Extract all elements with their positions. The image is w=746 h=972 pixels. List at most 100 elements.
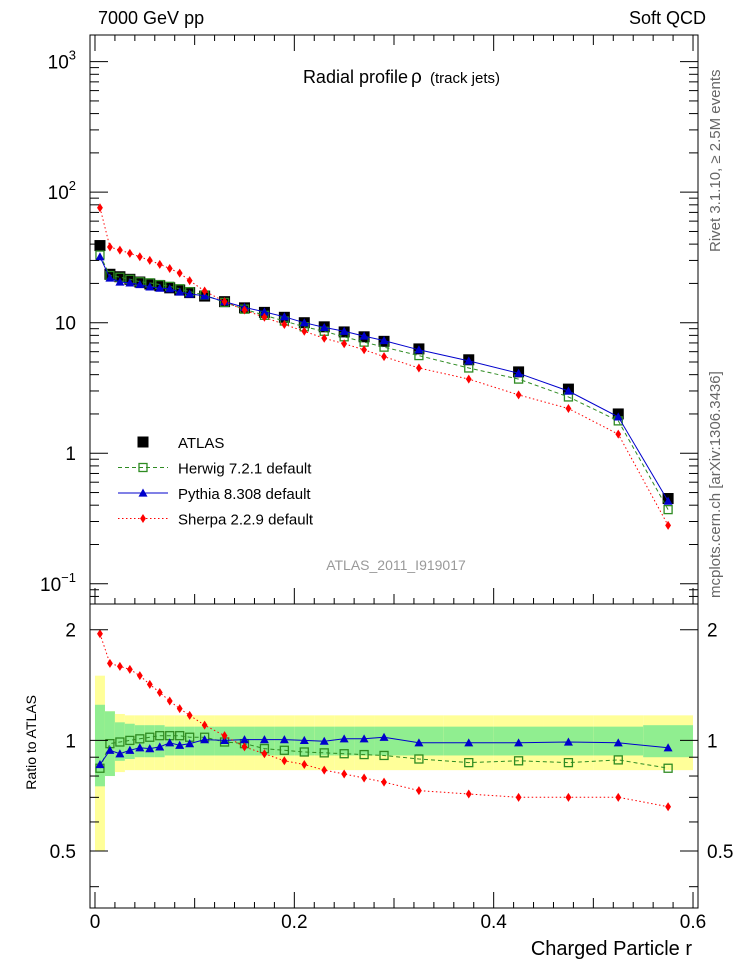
pythia-point xyxy=(359,331,369,340)
sherpa-ratio-point xyxy=(126,664,133,674)
herwig-ratio-point xyxy=(563,757,574,768)
sherpa-point xyxy=(415,363,422,373)
sherpa-ratio-point xyxy=(176,704,183,714)
main-y-tick-label: 1 xyxy=(65,444,76,465)
sherpa-point xyxy=(146,255,153,265)
sherpa-point xyxy=(107,242,113,252)
pythia-point xyxy=(563,386,573,395)
herwig-ratio-point xyxy=(175,731,185,741)
atlas-point xyxy=(114,271,126,283)
sherpa-ratio-point xyxy=(381,777,387,787)
legend-entry-atlas: ATLAS xyxy=(178,435,224,452)
sherpa-ratio-point xyxy=(615,792,622,802)
pythia-point xyxy=(115,277,125,286)
pythia-point xyxy=(514,368,524,377)
legend-entry-herwig: Herwig 7.2.1 default xyxy=(178,461,312,478)
pythia-point xyxy=(663,496,673,505)
herwig-ratio-point xyxy=(115,737,125,747)
legend-marker-atlas xyxy=(137,436,149,448)
sherpa-point xyxy=(515,390,522,400)
sherpa-ratio-point xyxy=(186,710,193,720)
sherpa-ratio-point xyxy=(146,679,153,689)
x-tick-label: 0.2 xyxy=(281,912,307,933)
pythia-ratio-point xyxy=(379,732,389,741)
pythia-ratio-point xyxy=(663,743,673,752)
pythia-point xyxy=(145,282,155,291)
ratio-y-tick-label-right: 2 xyxy=(707,621,718,642)
herwig-ratio-point xyxy=(319,748,329,758)
pythia-ratio-point xyxy=(239,735,249,744)
herwig-ratio-point xyxy=(663,763,673,773)
sherpa-point xyxy=(665,520,672,530)
sherpa-ratio-point xyxy=(565,792,572,802)
pythia-point xyxy=(155,283,165,292)
sherpa-ratio-point xyxy=(515,792,522,802)
sherpa-point xyxy=(156,259,163,269)
sherpa-ratio-point xyxy=(201,720,208,730)
pythia-ratio-point xyxy=(95,759,105,769)
sherpa-point xyxy=(615,429,622,439)
legend-marker-sherpa xyxy=(140,514,146,523)
pythia-ratio-point xyxy=(339,734,349,743)
ratio-y-tick-label: 2 xyxy=(65,621,76,642)
legend-entry-pythia: Pythia 8.308 default xyxy=(178,486,311,503)
sherpa-point xyxy=(565,404,572,414)
sherpa-line xyxy=(99,207,669,526)
main-y-tick-label: 10 xyxy=(55,314,76,335)
pythia-ratio-point xyxy=(359,734,369,743)
pythia-point xyxy=(613,412,623,421)
chart-title: Radial profile xyxy=(303,67,408,87)
sherpa-ratio-point xyxy=(261,749,268,759)
main-y-tick-label: 102 xyxy=(48,178,76,204)
sherpa-point xyxy=(176,268,183,278)
sherpa-ratio-point xyxy=(341,769,348,779)
ratio-y-axis-label: Ratio to ATLAS xyxy=(23,695,39,790)
ratio-band-inner xyxy=(643,725,694,758)
pythia-point xyxy=(414,345,424,354)
atlas-point xyxy=(94,240,106,252)
sherpa-ratio-point xyxy=(221,731,228,741)
x-tick-label: 0.6 xyxy=(680,912,706,933)
herwig-ratio-point xyxy=(125,735,135,746)
herwig-ratio-line xyxy=(99,735,669,769)
category-label: Soft QCD xyxy=(628,8,706,28)
pythia-ratio-point xyxy=(115,749,125,758)
sherpa-ratio-point xyxy=(97,629,103,639)
herwig-line xyxy=(99,254,669,510)
pythia-ratio-point xyxy=(135,743,145,752)
ratio-band-inner xyxy=(374,726,394,756)
sherpa-point xyxy=(116,245,123,255)
pythia-point xyxy=(299,318,309,327)
ratio-y-tick-label-right: 1 xyxy=(707,731,718,752)
herwig-ratio-point xyxy=(279,745,290,755)
pythia-ratio-point xyxy=(200,735,210,744)
pythia-point xyxy=(464,356,474,365)
sherpa-ratio-point xyxy=(281,756,288,766)
sherpa-point xyxy=(221,297,228,307)
pythia-point xyxy=(105,273,115,282)
herwig-ratio-point xyxy=(135,734,145,744)
main-y-tick-label: 10−1 xyxy=(40,570,76,596)
sherpa-ratio-point xyxy=(665,802,672,812)
sherpa-ratio-point xyxy=(301,759,308,769)
sherpa-point xyxy=(301,326,308,336)
pythia-ratio-point xyxy=(514,738,524,747)
herwig-ratio-point xyxy=(155,731,165,741)
sherpa-point xyxy=(281,319,288,329)
sherpa-point xyxy=(261,312,268,322)
legend-marker-herwig xyxy=(138,462,148,473)
herwig-ratio-point xyxy=(359,749,369,760)
sherpa-ratio-point xyxy=(166,696,173,706)
sherpa-point xyxy=(381,352,387,362)
legend-marker-pythia xyxy=(138,488,148,497)
sherpa-point xyxy=(166,264,173,274)
sherpa-ratio-point xyxy=(465,789,472,799)
analysis-id: ATLAS_2011_I919017 xyxy=(326,557,466,573)
ratio-band-inner xyxy=(154,725,165,758)
pythia-point xyxy=(259,307,269,316)
pythia-ratio-point xyxy=(563,737,573,746)
pythia-ratio-point xyxy=(299,735,309,745)
sherpa-ratio-point xyxy=(415,786,422,796)
pythia-ratio-point xyxy=(319,736,329,745)
ratio-band-inner xyxy=(134,725,145,758)
